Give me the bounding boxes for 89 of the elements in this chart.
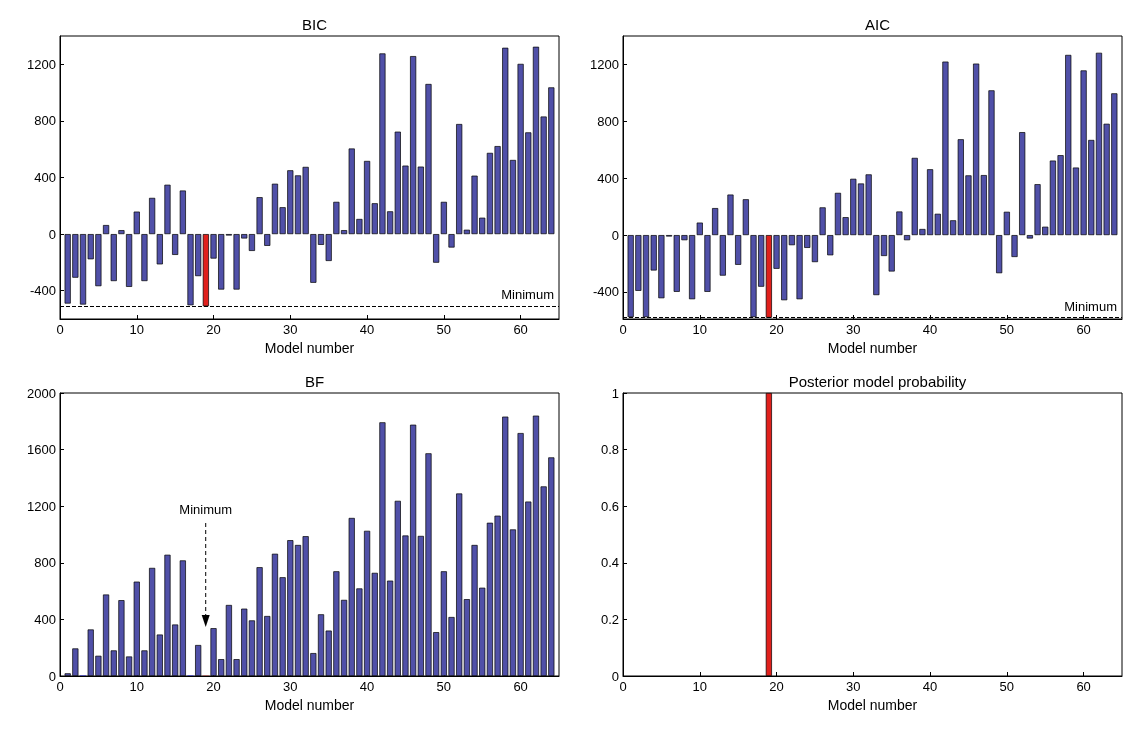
bar bbox=[819, 207, 826, 236]
x-tick-label: 60 bbox=[513, 322, 528, 337]
y-tick-label: 2000 bbox=[27, 385, 56, 401]
bar bbox=[126, 234, 133, 287]
bar bbox=[433, 234, 440, 263]
bar bbox=[735, 235, 742, 265]
bar bbox=[102, 225, 110, 235]
x-tick-label: 30 bbox=[846, 679, 861, 694]
x-tick-label: 50 bbox=[436, 322, 452, 337]
y-tick-label: 1600 bbox=[27, 442, 56, 458]
chart-title: BF bbox=[304, 373, 325, 390]
bar bbox=[179, 190, 186, 235]
y-tick-label: 400 bbox=[597, 170, 619, 186]
bar bbox=[141, 234, 148, 282]
bar bbox=[133, 211, 140, 235]
y-tick-label: 800 bbox=[34, 113, 56, 129]
bar bbox=[440, 201, 447, 235]
y-tick-label: 0.8 bbox=[600, 442, 619, 458]
bar bbox=[256, 197, 263, 235]
bar bbox=[156, 234, 163, 265]
x-tick-label: 40 bbox=[359, 679, 375, 694]
x-tick-label: 60 bbox=[1076, 322, 1091, 337]
x-tick-label: 60 bbox=[1076, 679, 1091, 694]
x-axis-title: Model number bbox=[827, 339, 918, 356]
y-tick-label: 400 bbox=[34, 611, 56, 627]
y-tick-label: 0 bbox=[611, 668, 619, 684]
chart-title: AIC bbox=[864, 16, 891, 33]
bar bbox=[742, 199, 749, 236]
y-tick-label: 0.6 bbox=[600, 498, 619, 514]
bar bbox=[118, 230, 125, 235]
y-tick-label: 800 bbox=[34, 555, 56, 571]
bar bbox=[110, 234, 117, 282]
x-tick-label: 40 bbox=[922, 322, 938, 337]
bar bbox=[1011, 235, 1018, 257]
y-tick-label: 1200 bbox=[27, 56, 56, 72]
x-axis-title: Model number bbox=[264, 696, 355, 713]
x-axis-title: Model number bbox=[264, 339, 355, 356]
bar bbox=[1003, 211, 1010, 236]
x-tick-label: 20 bbox=[769, 679, 784, 694]
bar bbox=[1019, 132, 1026, 236]
x-tick-label: 30 bbox=[846, 322, 861, 337]
chart-title: Posterior model probability bbox=[788, 373, 967, 390]
x-tick-label: 10 bbox=[129, 679, 144, 694]
bar bbox=[164, 184, 171, 235]
bar bbox=[149, 197, 156, 235]
y-tick-label: -400 bbox=[592, 284, 619, 300]
y-tick-label: -400 bbox=[29, 283, 56, 299]
x-tick-label: 10 bbox=[129, 322, 144, 337]
bar bbox=[264, 234, 271, 246]
bar bbox=[1026, 235, 1033, 239]
y-tick-label: 0 bbox=[48, 226, 56, 242]
x-tick-label: 40 bbox=[922, 679, 938, 694]
x-tick-label: 50 bbox=[436, 679, 452, 694]
y-tick-label: 0 bbox=[611, 227, 619, 243]
bar bbox=[719, 235, 726, 276]
y-tick-label: 1200 bbox=[590, 56, 619, 72]
annotation: Minimum bbox=[179, 502, 233, 517]
y-tick-label: 0.4 bbox=[600, 555, 619, 571]
chart-title: BIC bbox=[301, 16, 328, 33]
y-tick-label: 1200 bbox=[27, 498, 56, 514]
x-tick-label: 50 bbox=[999, 679, 1015, 694]
y-tick-label: 1 bbox=[611, 385, 619, 401]
ref-line-label: Minimum bbox=[1064, 298, 1117, 314]
x-tick-label: 60 bbox=[513, 679, 528, 694]
bar bbox=[172, 234, 179, 255]
bar bbox=[827, 235, 834, 256]
y-tick-label: 0 bbox=[48, 668, 56, 684]
x-tick-label: 30 bbox=[283, 322, 298, 337]
bar bbox=[696, 222, 703, 236]
ref-line-label: Minimum bbox=[501, 287, 554, 303]
bar bbox=[903, 235, 911, 241]
x-tick-label: 50 bbox=[999, 322, 1015, 337]
y-tick-label: 0.2 bbox=[600, 611, 619, 627]
bar bbox=[996, 235, 1003, 274]
x-tick-label: 20 bbox=[769, 322, 784, 337]
bar bbox=[704, 235, 711, 292]
x-tick-label: 30 bbox=[283, 679, 298, 694]
bar bbox=[712, 208, 719, 236]
x-tick-label: 10 bbox=[692, 679, 707, 694]
x-tick-label: 10 bbox=[692, 322, 707, 337]
bar bbox=[727, 194, 734, 236]
bar bbox=[896, 211, 903, 236]
x-tick-label: 20 bbox=[206, 322, 221, 337]
x-axis-title: Model number bbox=[827, 696, 918, 713]
y-tick-label: 400 bbox=[34, 170, 56, 185]
x-tick-label: 20 bbox=[206, 679, 221, 694]
x-tick-label: 40 bbox=[359, 322, 375, 337]
y-tick-label: 800 bbox=[597, 113, 619, 129]
bar bbox=[448, 234, 455, 248]
